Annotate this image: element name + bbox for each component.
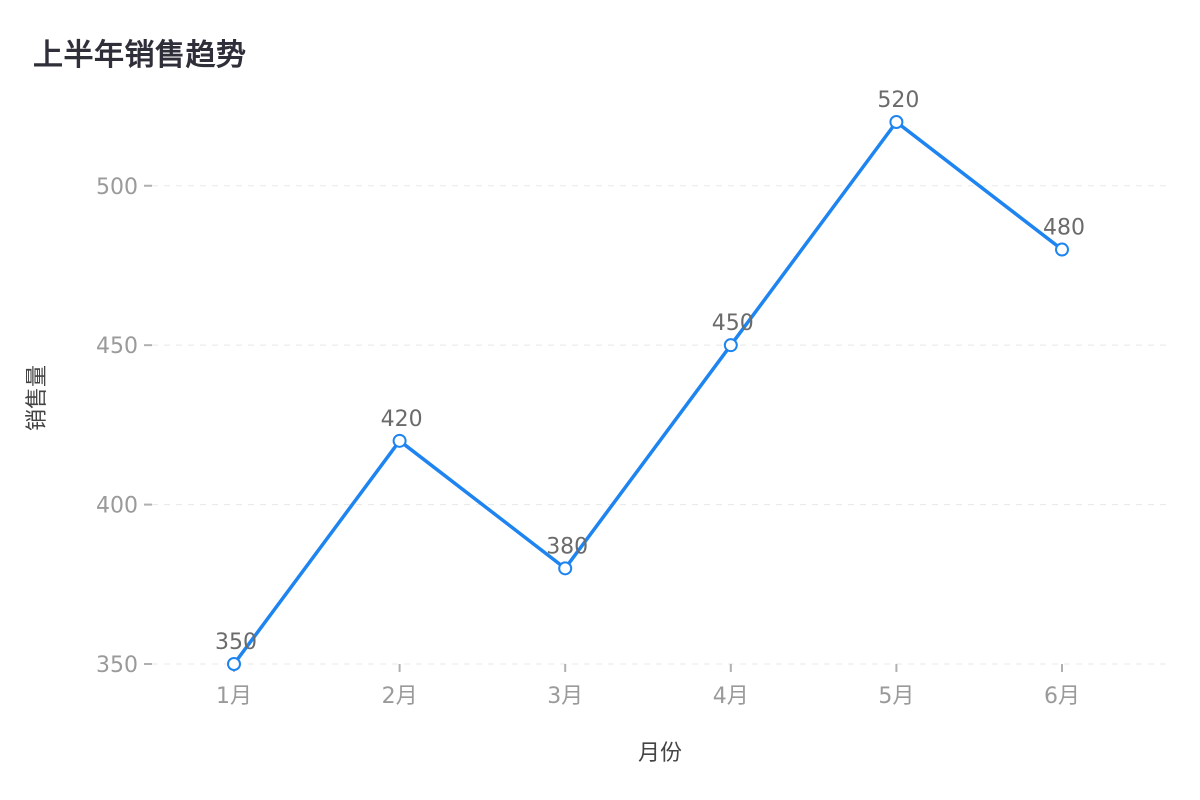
data-label: 420: [381, 407, 423, 432]
data-labels: 350 420 380 450 520 480: [215, 88, 1085, 655]
data-label: 450: [712, 311, 754, 336]
series: [227, 115, 1069, 671]
x-tick-label: 4月: [713, 684, 749, 709]
x-tick-label: 6月: [1044, 684, 1080, 709]
data-point: [227, 657, 241, 671]
y-axis-label: 销售量: [25, 365, 50, 431]
x-tick-label: 5月: [878, 684, 914, 709]
y-tick-label: 500: [96, 175, 138, 200]
data-point: [558, 561, 573, 576]
data-point: [889, 115, 904, 129]
series-line: [232, 120, 1064, 666]
axes: 350 400 450 500 1月 2月 3月 4月 5月 6月: [96, 175, 1080, 709]
y-tick-label: 400: [96, 494, 138, 519]
x-axis-label: 月份: [638, 741, 682, 766]
chart-title: 上半年销售趋势: [33, 38, 247, 73]
data-point: [392, 433, 407, 448]
data-label: 520: [877, 88, 919, 113]
y-tick-label: 350: [96, 653, 138, 678]
data-point: [723, 338, 738, 353]
grid-lines: [152, 185, 1168, 665]
data-label: 350: [215, 630, 257, 655]
x-tick-label: 2月: [382, 684, 418, 709]
x-tick-label: 1月: [216, 684, 252, 709]
x-tick-label: 3月: [547, 684, 583, 709]
data-label: 380: [546, 534, 588, 559]
data-label: 480: [1043, 216, 1085, 241]
y-tick-label: 450: [96, 334, 138, 359]
data-point: [1055, 242, 1069, 257]
